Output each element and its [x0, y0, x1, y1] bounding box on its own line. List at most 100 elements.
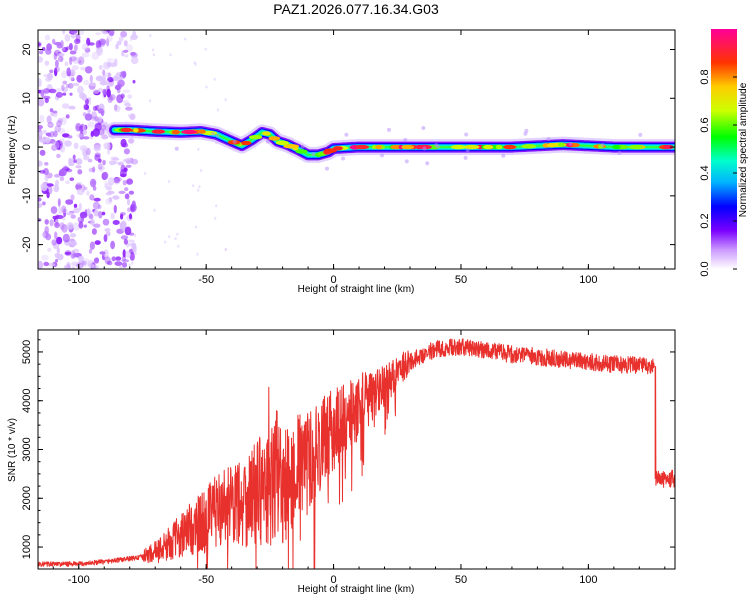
- noise-dot: [122, 222, 128, 227]
- noise-dot: [44, 175, 49, 182]
- noise-dot: [72, 82, 80, 87]
- noise-dot: [83, 104, 90, 111]
- noise-dot: [198, 185, 201, 189]
- snr-ticks: -100 -50 0 50 100 1000 2000 3000 4000 5000: [21, 330, 675, 586]
- noise-dot: [133, 234, 137, 237]
- colorbar-tick-label: 0.2: [699, 213, 711, 228]
- noise-dot: [44, 219, 49, 225]
- noise-dot: [56, 236, 63, 245]
- noise-dot: [82, 136, 90, 140]
- ridge-fringe: [464, 132, 469, 137]
- noise-dot: [69, 177, 75, 181]
- noise-dot: [46, 183, 54, 187]
- noise-dot: [122, 70, 127, 78]
- noise-dot: [99, 168, 104, 173]
- ridge-fringe: [174, 146, 179, 151]
- ridge-fringe: [404, 159, 409, 164]
- xtick-label: -50: [198, 274, 214, 286]
- noise-dot: [214, 216, 217, 220]
- noise-dot: [61, 84, 65, 92]
- noise-dot: [110, 62, 116, 68]
- noise-dot: [79, 131, 84, 140]
- noise-dot: [96, 47, 103, 56]
- noise-dot: [75, 165, 82, 169]
- noise-dot: [94, 257, 99, 263]
- noise-dot: [66, 222, 74, 230]
- noise-dot: [78, 221, 84, 229]
- noise-dot: [78, 202, 82, 211]
- noise-dot: [105, 197, 113, 205]
- ridge-spot: [463, 144, 480, 150]
- noise-dot: [47, 247, 52, 252]
- noise-dot: [52, 215, 57, 220]
- noise-dot: [111, 256, 117, 262]
- noise-dot: [47, 72, 53, 81]
- noise-dot: [122, 100, 130, 104]
- noise-dot: [122, 249, 126, 258]
- noise-dot: [93, 223, 101, 228]
- ridge-fringe: [215, 133, 220, 138]
- xtick-label: 50: [455, 574, 467, 586]
- noise-dot: [127, 207, 131, 213]
- noise-dot: [121, 262, 128, 268]
- noise-dot: [89, 74, 93, 83]
- noise-dot: [77, 169, 83, 175]
- colorbar: 0.0 0.2 0.4 0.6 0.8 Normalized spectral ampl…: [699, 29, 749, 277]
- noise-dot: [116, 228, 124, 234]
- noise-dot: [46, 191, 50, 199]
- noise-dot: [54, 173, 61, 178]
- noise-dot: [81, 260, 87, 265]
- noise-dot: [39, 149, 46, 156]
- noise-dot: [108, 177, 115, 186]
- noise-dot: [69, 57, 73, 65]
- noise-dot: [122, 158, 129, 163]
- noise-dot: [120, 31, 127, 38]
- noise-dot: [38, 160, 43, 167]
- noise-dot: [130, 34, 138, 40]
- ridge-spot: [495, 144, 503, 150]
- noise-dot: [94, 122, 102, 132]
- noise-dot: [87, 109, 91, 113]
- noise-dot: [45, 233, 52, 241]
- noise-dot: [68, 157, 72, 167]
- noise-dot: [107, 260, 113, 266]
- noise-dot: [116, 94, 124, 104]
- noise-dot: [74, 38, 81, 45]
- xtick-label: 50: [455, 274, 467, 286]
- noise-dot: [72, 56, 80, 64]
- noise-dot: [125, 106, 133, 111]
- noise-dot: [59, 144, 66, 153]
- ridge-spot: [557, 142, 565, 147]
- noise-dot: [124, 193, 130, 200]
- ytick-label: 5000: [21, 340, 33, 364]
- noise-dot: [213, 77, 216, 81]
- noise-dot: [93, 209, 100, 217]
- noise-dot: [126, 178, 133, 185]
- noise-dot: [72, 252, 77, 257]
- noise-dot: [59, 222, 65, 231]
- noise-dot: [116, 83, 122, 90]
- noise-dot: [128, 239, 135, 243]
- noise-dot: [95, 32, 102, 36]
- noise-dot: [103, 61, 111, 70]
- noise-dot: [107, 149, 111, 155]
- snr-ylabel: SNR (10 * v/v): [7, 418, 18, 482]
- ridge-fringe: [341, 156, 346, 161]
- noise-dot: [40, 89, 45, 98]
- noise-dot: [122, 180, 127, 186]
- ridge-spot: [268, 136, 281, 141]
- noise-dot: [104, 228, 111, 232]
- noise-dot: [88, 42, 95, 46]
- noise-dot: [94, 240, 101, 246]
- noise-dot: [45, 132, 51, 137]
- noise-dot: [70, 250, 76, 260]
- noise-dot: [38, 98, 45, 107]
- noise-dot: [125, 164, 132, 168]
- noise-dot: [49, 219, 54, 227]
- ridge-fringe: [387, 127, 391, 132]
- ridge-fringe: [232, 139, 237, 144]
- ridge-spot: [546, 143, 556, 148]
- noise-dot: [62, 92, 67, 96]
- noise-dot: [110, 212, 115, 220]
